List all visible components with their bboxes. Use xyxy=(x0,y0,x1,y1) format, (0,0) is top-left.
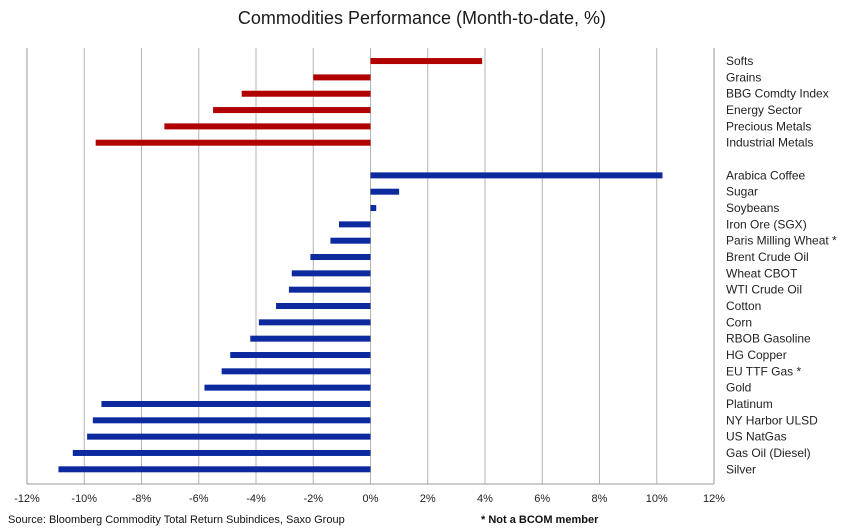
individual-label: Arabica Coffee xyxy=(726,168,805,182)
individual-bar xyxy=(87,433,371,440)
x-tick-label: 4% xyxy=(477,493,493,505)
membership-note: * Not a BCOM member xyxy=(481,514,599,526)
group-bar xyxy=(370,58,483,65)
individual-bar xyxy=(92,417,371,424)
individual-label: WTI Crude Oil xyxy=(726,283,802,297)
individual-label: EU TTF Gas * xyxy=(726,364,801,378)
individual-label: Silver xyxy=(726,462,756,476)
individual-bar xyxy=(339,221,371,228)
group-label: Industrial Metals xyxy=(726,136,813,150)
individual-label: Gold xyxy=(726,381,751,395)
x-tick-label: -6% xyxy=(189,493,209,505)
individual-bar xyxy=(370,172,663,179)
x-tick-label: 8% xyxy=(592,493,608,505)
individual-bar xyxy=(204,384,371,391)
individual-bar xyxy=(291,270,371,277)
x-tick-label: 12% xyxy=(703,493,725,505)
individual-bar xyxy=(310,254,371,261)
individual-bar xyxy=(101,400,371,407)
individual-label: NY Harbor ULSD xyxy=(726,413,818,427)
x-tick-label: -8% xyxy=(132,493,152,505)
x-tick-label: 2% xyxy=(420,493,436,505)
individual-label: Soybeans xyxy=(726,201,779,215)
x-tick-label: 10% xyxy=(646,493,668,505)
individual-bar xyxy=(370,205,377,212)
group-bar xyxy=(313,74,371,81)
group-bar xyxy=(213,107,371,114)
individual-bar xyxy=(230,351,371,358)
individual-label: Gas Oil (Diesel) xyxy=(726,446,811,460)
individual-bar xyxy=(330,237,371,244)
individual-bar xyxy=(288,286,371,293)
chart-title: Commodities Performance (Month-to-date, … xyxy=(238,8,606,28)
individual-bar xyxy=(370,188,400,195)
individual-bar xyxy=(58,466,371,473)
group-label: Precious Metals xyxy=(726,119,811,133)
group-bar xyxy=(95,139,371,146)
group-bar xyxy=(241,90,371,97)
bars xyxy=(58,58,663,473)
individual-label: Corn xyxy=(726,315,752,329)
group-label: Softs xyxy=(726,54,753,68)
individual-label: Paris Milling Wheat * xyxy=(726,234,837,248)
individual-bar xyxy=(276,303,371,310)
x-tick-label: -2% xyxy=(303,493,323,505)
group-label: Energy Sector xyxy=(726,103,802,117)
individual-label: Brent Crude Oil xyxy=(726,250,809,264)
individual-label: US NatGas xyxy=(726,430,787,444)
x-tick-label: -10% xyxy=(71,493,97,505)
group-label: BBG Comdty Index xyxy=(726,87,829,101)
individual-label: Platinum xyxy=(726,397,773,411)
category-labels: Softs Grains BBG Comdty Index Energy Sector… xyxy=(726,54,837,476)
individual-label: Sugar xyxy=(726,185,758,199)
individual-bar xyxy=(258,319,371,326)
group-bar xyxy=(164,123,371,130)
x-tick-label: -12% xyxy=(14,493,40,505)
individual-label: Iron Ore (SGX) xyxy=(726,217,807,231)
x-tick-label: 6% xyxy=(534,493,550,505)
x-tick-labels: -12% -10% -8% -6% -4% -2% 0% 2% 4% 6% 8% 10% 12% xyxy=(14,493,725,505)
individual-label: Cotton xyxy=(726,299,761,313)
group-label: Grains xyxy=(726,70,761,84)
x-tick-label: 0% xyxy=(363,493,379,505)
individual-label: RBOB Gasoline xyxy=(726,332,811,346)
individual-label: HG Copper xyxy=(726,348,787,362)
individual-bar xyxy=(221,368,371,375)
individual-bar xyxy=(250,335,371,342)
x-tick-label: -4% xyxy=(246,493,266,505)
individual-bar xyxy=(72,449,371,456)
source-note: Source: Bloomberg Commodity Total Return… xyxy=(8,514,345,526)
individual-label: Wheat CBOT xyxy=(726,266,798,280)
